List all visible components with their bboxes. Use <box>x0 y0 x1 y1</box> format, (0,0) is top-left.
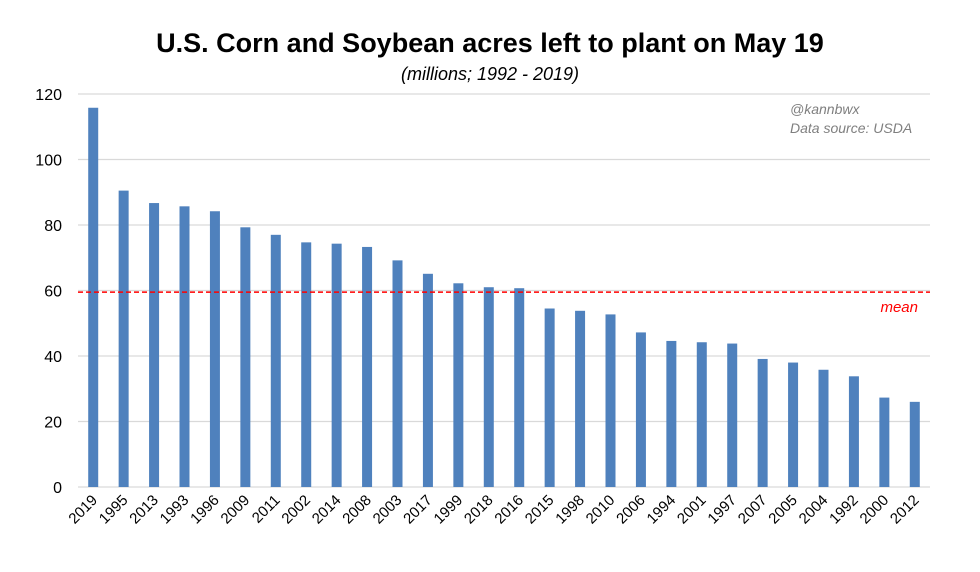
bar <box>88 107 99 487</box>
bar <box>757 358 768 487</box>
mean-label: mean <box>880 299 918 316</box>
bar <box>362 246 373 487</box>
bar <box>209 211 220 487</box>
bar <box>240 227 251 488</box>
x-tick-label: 2017 <box>400 492 436 528</box>
bar <box>848 376 859 487</box>
y-tick-label: 40 <box>44 349 62 366</box>
bar <box>331 243 342 487</box>
bar <box>818 369 829 487</box>
bar <box>422 273 433 487</box>
bar <box>696 342 707 487</box>
data-source: Data source: USDA <box>790 120 913 136</box>
x-tick-label: 2003 <box>370 492 406 528</box>
bar <box>453 283 464 487</box>
bar <box>635 332 646 487</box>
x-tick-label: 1993 <box>157 492 193 528</box>
bar <box>118 190 129 488</box>
x-tick-label: 1995 <box>96 492 132 528</box>
x-tick-label: 2004 <box>796 492 832 528</box>
x-tick-label: 1992 <box>826 492 862 528</box>
y-tick-label: 0 <box>53 480 62 497</box>
y-tick-label: 60 <box>44 284 62 301</box>
bar <box>909 401 920 487</box>
x-tick-label: 2001 <box>674 492 710 528</box>
x-tick-label: 2009 <box>218 492 254 528</box>
x-tick-label: 2005 <box>765 492 801 528</box>
bar <box>879 397 890 487</box>
bar <box>575 310 586 487</box>
x-tick-label: 2016 <box>491 492 527 528</box>
x-tick-label: 2007 <box>735 492 771 528</box>
y-tick-label: 80 <box>44 218 62 235</box>
bar <box>270 234 281 487</box>
bar <box>179 206 190 487</box>
bar <box>301 242 312 487</box>
bar <box>149 203 160 487</box>
x-tick-label: 2019 <box>65 492 101 528</box>
x-tick-label: 2010 <box>583 492 619 528</box>
x-tick-label: 2006 <box>613 492 649 528</box>
x-tick-label: 1999 <box>431 492 467 528</box>
x-tick-label: 2002 <box>278 492 314 528</box>
credit-annotation: @kannbwx Data source: USDA <box>790 100 912 138</box>
author-handle: @kannbwx <box>790 101 860 117</box>
x-tick-label: 2011 <box>249 492 284 527</box>
y-tick-label: 20 <box>44 415 62 432</box>
bar <box>483 287 494 487</box>
x-tick-label: 2013 <box>126 492 162 528</box>
x-tick-label: 2018 <box>461 492 497 528</box>
bar <box>666 340 677 487</box>
x-tick-label: 1996 <box>187 492 223 528</box>
chart-title: U.S. Corn and Soybean acres left to plan… <box>156 28 824 58</box>
y-tick-label: 120 <box>35 87 62 104</box>
x-tick-label: 2014 <box>309 492 345 528</box>
x-tick-label: 1997 <box>704 492 740 528</box>
bar <box>544 308 555 487</box>
chart-subtitle: (millions; 1992 - 2019) <box>400 64 580 84</box>
bar <box>788 362 799 487</box>
y-tick-label: 100 <box>35 153 62 170</box>
x-tick-label: 1994 <box>644 492 680 528</box>
bar <box>514 288 525 487</box>
x-tick-label: 1998 <box>552 492 588 528</box>
x-tick-label: 2015 <box>522 492 558 528</box>
x-tick-label: 2000 <box>857 492 893 528</box>
x-tick-label: 2008 <box>339 492 375 528</box>
bar <box>605 314 616 487</box>
x-tick-label: 2012 <box>887 492 923 528</box>
bar <box>392 260 403 487</box>
bar <box>727 343 738 487</box>
